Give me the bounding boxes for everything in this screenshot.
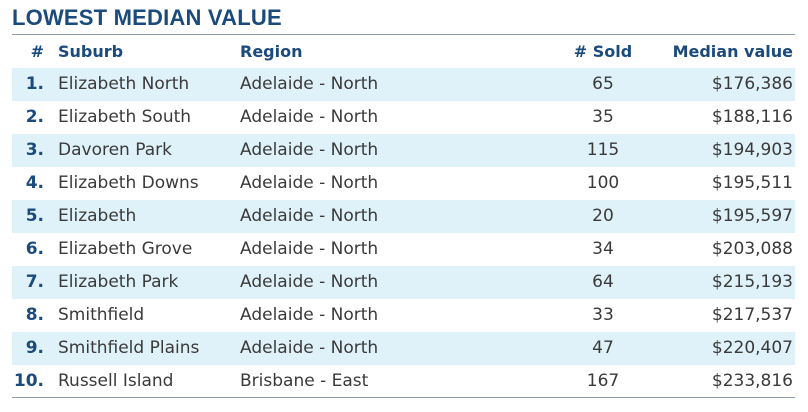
cell-rank: 8. — [25, 305, 44, 325]
cell-sold: 34 — [592, 239, 614, 259]
cell-rank: 10. — [13, 371, 44, 391]
cell-sold: 35 — [592, 107, 614, 127]
cell-region: Adelaide - North — [240, 272, 379, 292]
table-row: 1. Elizabeth North Adelaide - North 65 $176,… — [12, 68, 795, 101]
header-median: Median value — [672, 42, 793, 61]
cell-median: $194,903 — [711, 140, 793, 160]
cell-median: $215,193 — [711, 272, 793, 292]
cell-suburb: Elizabeth North — [58, 74, 190, 94]
table-row: 10. Russell Island Brisbane - East 167 $233,… — [12, 365, 795, 398]
table-row: 2. Elizabeth South Adelaide - North 35 $188,… — [12, 101, 795, 134]
table-row: 8. Smithfield Adelaide - North 33 $217,537 — [12, 299, 795, 332]
cell-rank: 1. — [25, 74, 44, 94]
cell-median: $217,537 — [711, 305, 793, 325]
cell-sold: 64 — [592, 272, 614, 292]
cell-median: $195,597 — [711, 206, 793, 226]
cell-median: $203,088 — [711, 239, 793, 259]
cell-region: Brisbane - East — [240, 371, 369, 391]
table-row: 3. Davoren Park Adelaide - North 115 $194,90… — [12, 134, 795, 167]
cell-region: Adelaide - North — [240, 140, 379, 160]
cell-rank: 5. — [25, 206, 44, 226]
cell-median: $220,407 — [711, 338, 793, 358]
cell-sold: 47 — [592, 338, 614, 358]
cell-region: Adelaide - North — [240, 206, 379, 226]
table-row: 5. Elizabeth Adelaide - North 20 $195,597 — [12, 200, 795, 233]
cell-sold: 100 — [586, 173, 620, 193]
rule — [12, 34, 795, 35]
header-rank: # — [30, 42, 44, 61]
cell-rank: 2. — [25, 107, 44, 127]
table-row: 6. Elizabeth Grove Adelaide - North 34 $203,… — [12, 233, 795, 266]
cell-sold: 20 — [592, 206, 614, 226]
cell-region: Adelaide - North — [240, 74, 379, 94]
cell-region: Adelaide - North — [240, 305, 379, 325]
header-row: # Suburb Region # Sold Median value — [12, 37, 795, 67]
cell-suburb: Elizabeth — [58, 206, 137, 226]
header-suburb: Suburb — [58, 42, 124, 61]
cell-suburb: Russell Island — [58, 371, 174, 391]
cell-suburb: Elizabeth Grove — [58, 239, 193, 259]
header-region: Region — [240, 42, 303, 61]
cell-rank: 9. — [25, 338, 44, 358]
cell-suburb: Smithfield — [58, 305, 145, 325]
cell-region: Adelaide - North — [240, 173, 379, 193]
table-row: 4. Elizabeth Downs Adelaide - North 100 $195… — [12, 167, 795, 200]
table-title: LOWEST MEDIAN VALUE — [12, 5, 282, 30]
cell-suburb: Elizabeth Park — [58, 272, 179, 292]
cell-rank: 7. — [25, 272, 44, 292]
cell-sold: 65 — [592, 74, 614, 94]
cell-region: Adelaide - North — [240, 239, 379, 259]
cell-median: $176,386 — [711, 74, 793, 94]
cell-median: $188,116 — [711, 107, 793, 127]
cell-sold: 33 — [592, 305, 614, 325]
cell-rank: 6. — [25, 239, 44, 259]
cell-region: Adelaide - North — [240, 107, 379, 127]
cell-sold: 115 — [586, 140, 620, 160]
table-row: 7. Elizabeth Park Adelaide - North 64 $215,1… — [12, 266, 795, 299]
cell-sold: 167 — [586, 371, 620, 391]
cell-region: Adelaide - North — [240, 338, 379, 358]
cell-suburb: Davoren Park — [58, 140, 172, 160]
cell-suburb: Elizabeth South — [58, 107, 192, 127]
cell-median: $233,816 — [711, 371, 793, 391]
cell-median: $195,511 — [711, 173, 793, 193]
cell-suburb: Elizabeth Downs — [58, 173, 199, 193]
table-row: 9. Smithfield Plains Adelaide - North 47 $22… — [12, 332, 795, 365]
cell-rank: 4. — [25, 173, 44, 193]
header-sold: # Sold — [573, 42, 633, 61]
cell-rank: 3. — [25, 140, 44, 160]
cell-suburb: Smithfield Plains — [58, 338, 200, 358]
rule — [12, 397, 795, 398]
